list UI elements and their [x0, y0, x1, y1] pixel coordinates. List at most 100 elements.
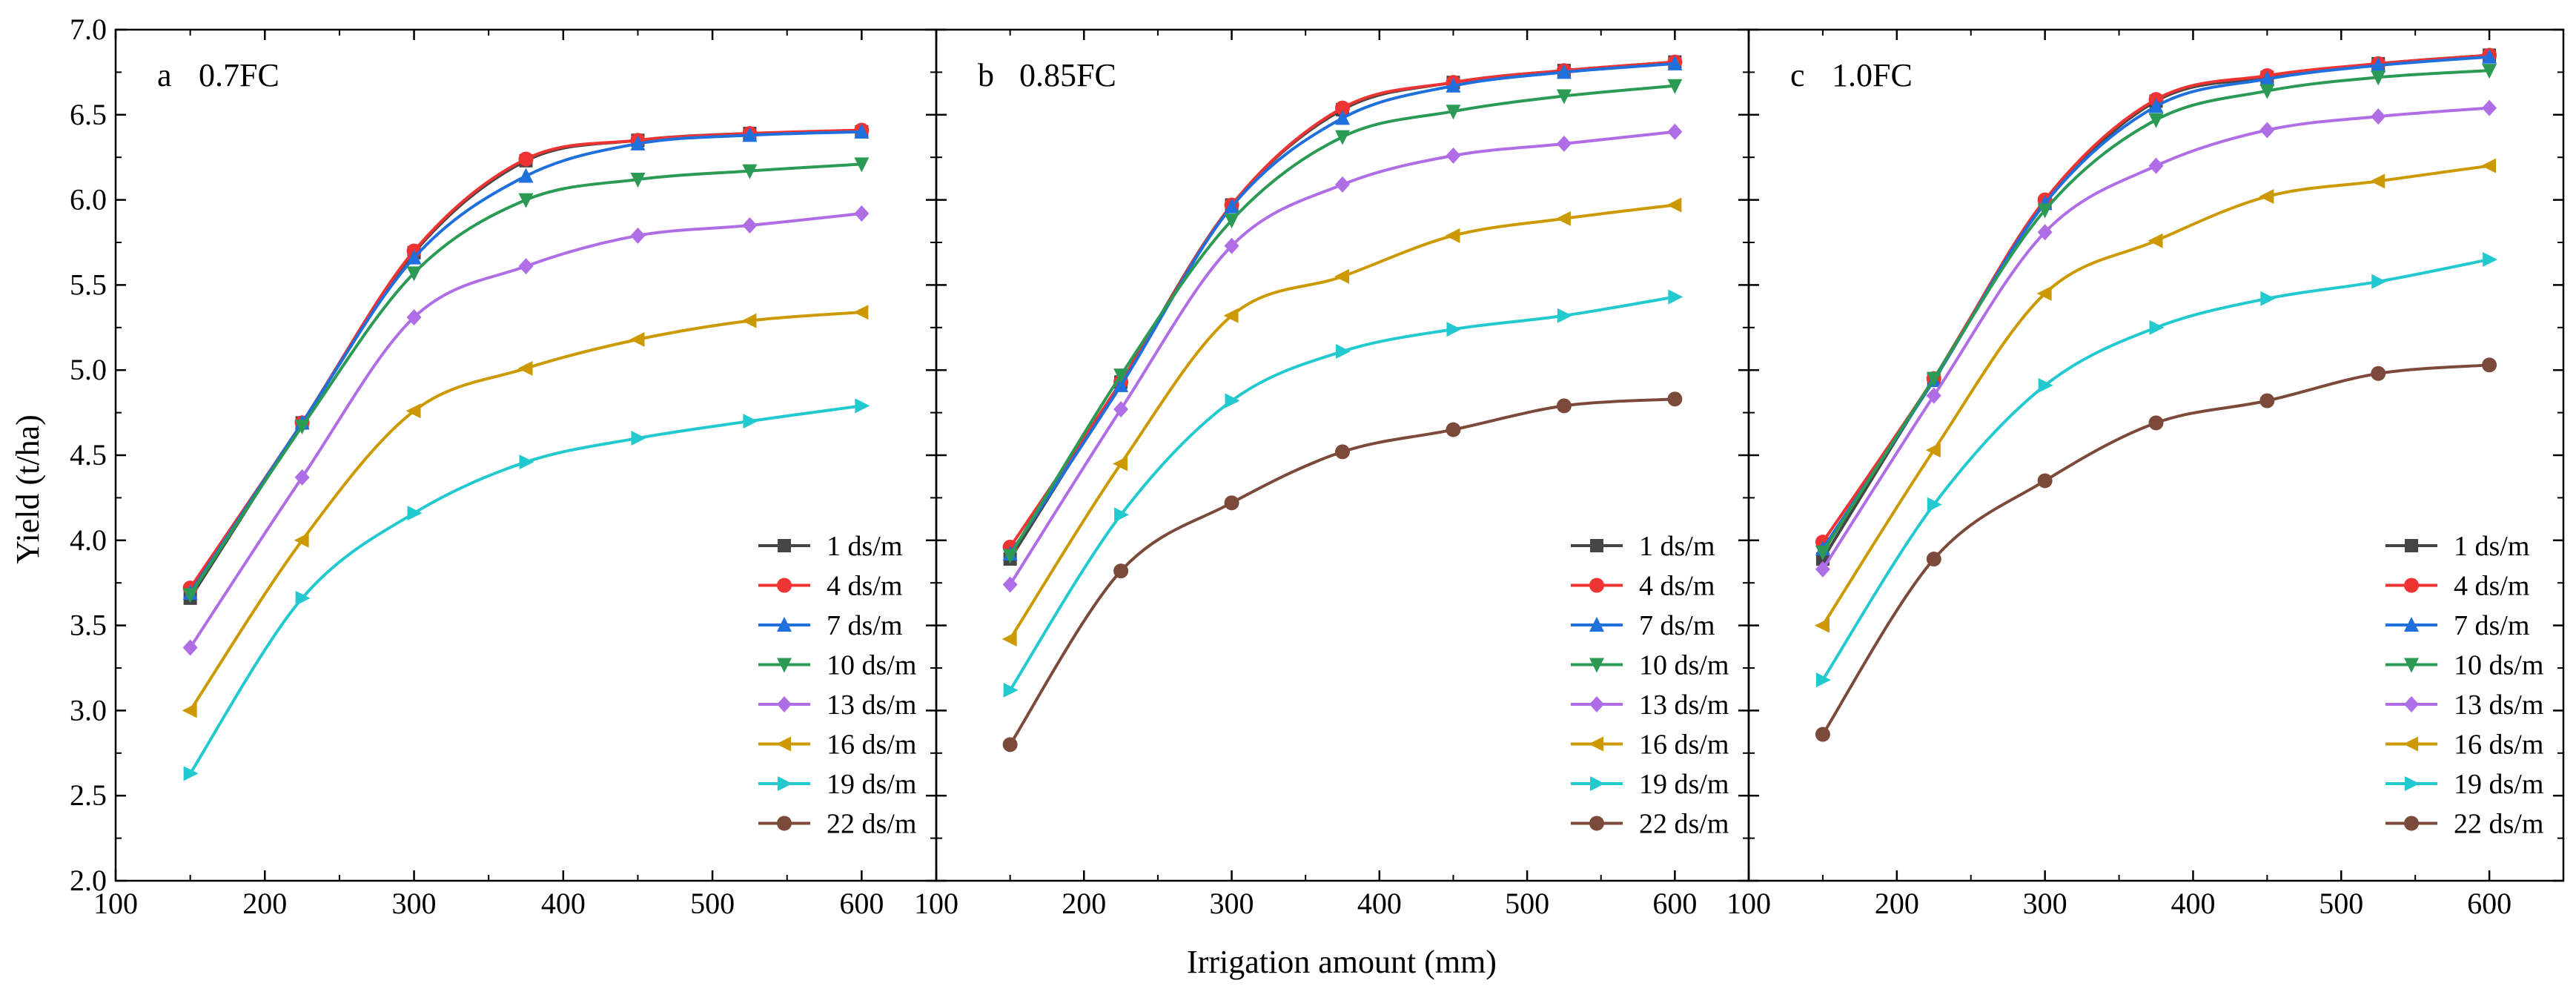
- legend-marker: [1590, 539, 1603, 552]
- data-point-a-2-3: [518, 168, 534, 183]
- panel-c-frame: [1747, 28, 2565, 882]
- data-point-a-6-2: [407, 506, 423, 521]
- data-point-c-7-0: [1815, 727, 1830, 742]
- data-point-b-6-1: [1114, 507, 1130, 523]
- x-tick-label: 200: [1875, 887, 1919, 920]
- legend-label: 19 ds/m: [827, 769, 916, 800]
- data-point-a-4-5: [742, 217, 758, 234]
- data-point-a-5-5: [741, 313, 757, 328]
- data-point-c-6-1: [1927, 497, 1942, 512]
- panel-a-letter: a: [157, 57, 172, 93]
- legend-label: 4 ds/m: [1639, 571, 1715, 602]
- data-point-a-2-2: [406, 249, 422, 265]
- data-point-b-4-5: [1556, 135, 1572, 152]
- legend-label: 1 ds/m: [827, 531, 902, 562]
- data-point-a-4-0: [182, 639, 198, 656]
- data-point-a-2-5: [742, 127, 758, 142]
- data-point-c-3-4: [2259, 84, 2275, 99]
- panel-c-label: 1.0FC: [1832, 57, 1913, 93]
- panel-c-letter: c: [1790, 57, 1805, 93]
- data-point-c-6-5: [2371, 274, 2387, 289]
- data-point-b-6-5: [1557, 308, 1572, 323]
- legend-label: 22 ds/m: [2454, 809, 2543, 840]
- data-point-c-4-6: [2482, 99, 2497, 116]
- legend-marker: [778, 539, 791, 552]
- data-point-c-5-3: [2148, 233, 2163, 248]
- legend-marker: [1589, 578, 1604, 593]
- data-point-b-4-6: [1667, 123, 1683, 140]
- data-point-c-5-2: [2036, 285, 2052, 301]
- y-tick-label: 5.5: [70, 268, 107, 301]
- x-tick-label: 200: [242, 887, 287, 920]
- y-tick-label: 5.0: [70, 353, 107, 386]
- legend-marker: [776, 736, 791, 752]
- legend-marker: [1589, 816, 1604, 831]
- data-point-a-5-1: [294, 532, 309, 548]
- data-point-c-6-4: [2260, 291, 2276, 306]
- legend-marker: [2405, 539, 2418, 552]
- y-tick-label: 6.5: [70, 98, 107, 131]
- legend-marker: [2404, 578, 2419, 593]
- data-point-a-4-6: [854, 205, 870, 222]
- data-point-c-5-6: [2481, 158, 2497, 173]
- data-point-a-6-1: [295, 590, 311, 606]
- x-tick-label: 500: [690, 887, 735, 920]
- x-tick-label: 100: [914, 887, 958, 920]
- data-point-a-5-4: [629, 331, 645, 347]
- data-point-b-5-4: [1445, 228, 1460, 243]
- legend-label: 10 ds/m: [1639, 650, 1729, 681]
- x-tick-label: 600: [839, 887, 884, 920]
- legend-marker: [777, 578, 792, 593]
- legend-marker: [1590, 776, 1605, 791]
- data-point-c-6-3: [2149, 320, 2165, 335]
- series-line-c-4: [1821, 106, 2490, 570]
- x-tick-label: 500: [2319, 887, 2363, 920]
- series-line-c-6: [1821, 257, 2490, 681]
- legend-marker: [777, 617, 792, 632]
- data-point-a-6-4: [631, 431, 646, 446]
- data-point-b-4-0: [1002, 576, 1018, 593]
- series-line-c-3: [1821, 69, 2490, 553]
- data-point-c-3-3: [2148, 113, 2164, 128]
- legend-label: 10 ds/m: [827, 650, 916, 681]
- legend-marker: [2403, 736, 2418, 752]
- y-tick-label: 4.5: [70, 438, 107, 472]
- data-point-b-3-1: [1113, 368, 1129, 384]
- legend-label: 19 ds/m: [2454, 769, 2543, 800]
- legend-marker: [2405, 776, 2420, 791]
- data-point-b-7-6: [1667, 391, 1683, 407]
- data-point-c-3-0: [1815, 545, 1830, 560]
- data-point-a-3-3: [518, 193, 534, 208]
- legend-marker: [2404, 658, 2419, 673]
- series-line-c-0: [1821, 53, 2490, 560]
- legend-label: 13 ds/m: [827, 689, 916, 721]
- data-point-c-7-6: [2482, 357, 2497, 373]
- data-point-b-2-1: [1113, 377, 1129, 392]
- data-point-b-3-0: [1002, 549, 1018, 564]
- data-point-a-4-3: [518, 258, 534, 275]
- data-point-a-2-6: [854, 123, 870, 139]
- data-point-c-4-1: [1926, 387, 1941, 404]
- data-point-a-3-6: [854, 157, 870, 173]
- data-point-b-7-5: [1556, 398, 1572, 414]
- legend-label: 7 ds/m: [827, 610, 902, 641]
- data-point-b-7-4: [1446, 422, 1461, 437]
- data-point-b-4-3: [1335, 176, 1350, 193]
- data-point-c-4-3: [2148, 157, 2164, 174]
- data-point-b-5-2: [1223, 308, 1239, 323]
- legend-marker: [2404, 617, 2419, 632]
- series-line-a-3: [188, 162, 862, 596]
- legend-marker: [777, 658, 792, 673]
- data-point-c-6-0: [1815, 672, 1831, 688]
- data-point-a-5-3: [517, 360, 533, 376]
- data-point-c-4-0: [1815, 560, 1830, 578]
- legend-label: 16 ds/m: [1639, 730, 1729, 761]
- x-tick-label: 200: [1062, 887, 1106, 920]
- series-line-c-2: [1821, 55, 2490, 550]
- data-point-b-3-6: [1667, 79, 1683, 94]
- data-point-b-7-3: [1335, 444, 1350, 460]
- data-point-a-3-4: [630, 173, 646, 188]
- data-point-c-2-6: [2482, 48, 2497, 64]
- legend-marker: [777, 816, 792, 831]
